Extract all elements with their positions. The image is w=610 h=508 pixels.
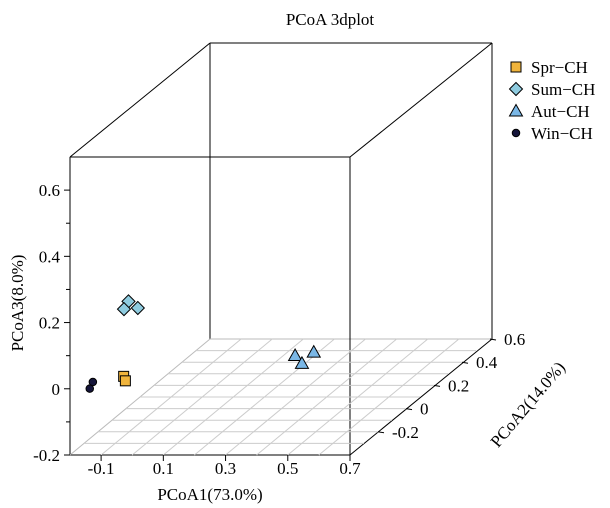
plot-box (69, 42, 493, 456)
x-tick-label: 0.7 (339, 459, 361, 478)
legend-marker (511, 128, 521, 138)
legend-marker (510, 61, 522, 73)
x-tick-label: 0.1 (153, 459, 174, 478)
z-tick-label: 0.6 (39, 181, 60, 200)
x-tick-label: -0.1 (88, 459, 115, 478)
y-axis-title: PCoA2(14.0%) (487, 358, 569, 451)
x-tick-label: 0.3 (215, 459, 236, 478)
legend: Spr−CH Sum−CH Aut−CH Win−CH (508, 58, 595, 143)
data-point (306, 344, 322, 358)
z-tick-label: -0.2 (33, 446, 60, 465)
box-edge-bottom-right (349, 338, 493, 456)
z-tick-label: 0.4 (39, 247, 61, 266)
legend-marker (508, 81, 524, 97)
y-tick-label: 0.4 (476, 353, 498, 372)
z-tick-label: 0.2 (39, 314, 60, 333)
chart-title: PCoA 3dplot (286, 10, 375, 29)
y-tick-mark (461, 361, 469, 364)
legend-label: Aut−CH (531, 102, 590, 121)
z-tick-label: 0 (52, 380, 61, 399)
y-tick-mark (489, 338, 497, 341)
data-point (130, 300, 146, 316)
box-edge-top-right (349, 42, 493, 158)
legend-label: Sum−CH (531, 80, 595, 99)
y-tick-label: 0.6 (504, 330, 525, 349)
data-point (85, 384, 95, 393)
legend-label: Win−CH (531, 124, 593, 143)
y-tick-mark (377, 431, 385, 434)
data-point (119, 375, 131, 387)
y-tick-label: 0.2 (448, 376, 469, 395)
y-tick-label: 0 (420, 400, 429, 419)
floor-grid (84, 338, 476, 456)
axis-ticks: -0.200.20.40.6-0.1 0.1 0.3 0.5 0.7-0.200.20.… (33, 181, 525, 478)
z-axis-title: PCoA3(8.0%) (8, 255, 27, 352)
y-tick-label: -0.2 (392, 423, 419, 442)
x-axis-title: PCoA1(73.0%) (157, 485, 262, 504)
data-point (294, 355, 310, 369)
legend-label: Spr−CH (531, 58, 588, 77)
data-point (287, 347, 303, 361)
legend-marker (508, 103, 524, 117)
x-tick-label: 0.5 (277, 459, 298, 478)
data-points (85, 294, 322, 393)
box-edge-top-left (69, 42, 211, 158)
data-point (116, 301, 132, 317)
y-tick-mark (405, 408, 413, 411)
y-tick-mark (433, 384, 441, 387)
